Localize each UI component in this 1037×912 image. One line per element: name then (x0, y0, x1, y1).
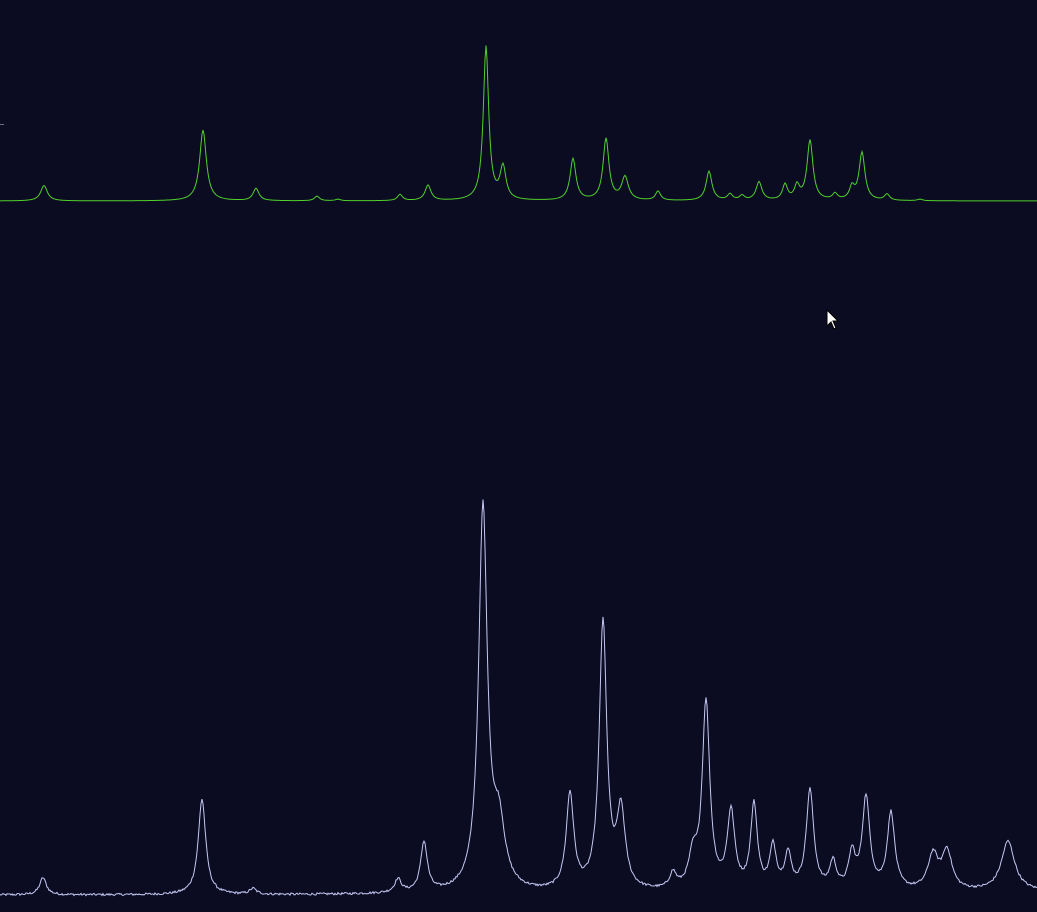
mouse-pointer-icon (826, 309, 840, 330)
series-line-1 (0, 45, 1037, 202)
series-line-2 (0, 499, 1037, 897)
